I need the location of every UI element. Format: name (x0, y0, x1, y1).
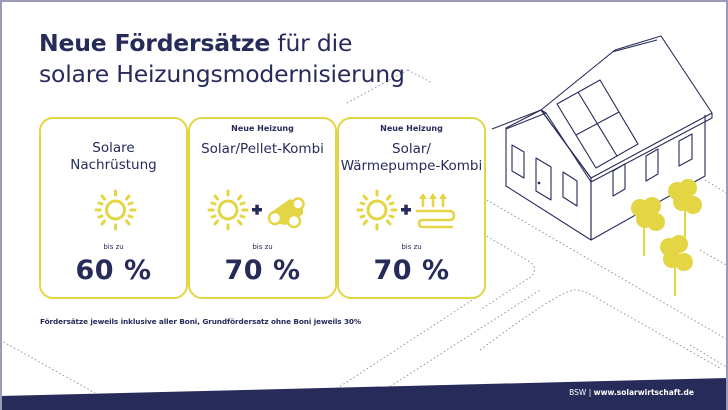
footer-website-link[interactable]: www.solarwirtschaft.de (593, 388, 694, 397)
pellet-icon (267, 197, 305, 229)
card-name-line1: Solar/ (392, 141, 431, 157)
dotted-road-lines (0, 69, 728, 394)
tree (660, 235, 693, 296)
footer-org: BSW (569, 388, 587, 397)
card-solar-retrofit: Solare Nachrüstung bis zu 60 % (39, 117, 188, 299)
card-icons (41, 187, 186, 233)
footer-separator: | (586, 388, 594, 397)
card-name: Solare Nachrüstung (41, 140, 186, 174)
funding-percentage: 70 % (373, 255, 450, 286)
title-bold: Neue Fördersätze (39, 29, 271, 57)
card-icons (190, 187, 335, 233)
upto-label: bis zu (252, 243, 273, 251)
title-line2: solare Heizungsmodernisierung (39, 60, 405, 88)
plus-icon (252, 204, 262, 215)
trees-illustration (631, 179, 702, 296)
card-kicker: Neue Heizung (231, 124, 294, 133)
card-solar-heatpump: Neue Heizung Solar/ Wärmepumpe-Kombi (337, 117, 486, 299)
sun-icon (207, 189, 249, 231)
funding-percentage: 60 % (75, 255, 152, 286)
upto-label: bis zu (103, 243, 124, 251)
card-name-line1: Solar/Pellet-Kombi (201, 141, 324, 157)
house-illustration (491, 35, 713, 241)
card-name: Solar/ Wärmepumpe-Kombi (339, 141, 484, 175)
card-name: Solar/Pellet-Kombi (190, 141, 335, 158)
plus-icon (401, 204, 411, 215)
card-name-line1: Solare (92, 140, 135, 156)
sun-icon (356, 189, 398, 231)
sun-icon (94, 189, 137, 231)
footnote: Fördersätze jeweils inklusive aller Boni… (40, 317, 362, 326)
card-kicker: Neue Heizung (380, 124, 443, 133)
upto-label: bis zu (401, 243, 422, 251)
card-solar-pellet: Neue Heizung Solar/Pellet-Kombi (188, 117, 337, 299)
card-icons (339, 187, 484, 233)
funding-percentage: 70 % (224, 255, 301, 286)
tree (668, 179, 702, 237)
title-light: für die (270, 29, 353, 57)
footer-credit: BSW | www.solarwirtschaft.de (569, 388, 694, 397)
card-name-line2: Nachrüstung (70, 157, 157, 173)
tree (631, 197, 665, 256)
page-title: Neue Fördersätze für die solare Heizungs… (39, 28, 405, 90)
card-name-line2: Wärmepumpe-Kombi (340, 158, 483, 174)
heat-pump-icon (415, 193, 456, 229)
